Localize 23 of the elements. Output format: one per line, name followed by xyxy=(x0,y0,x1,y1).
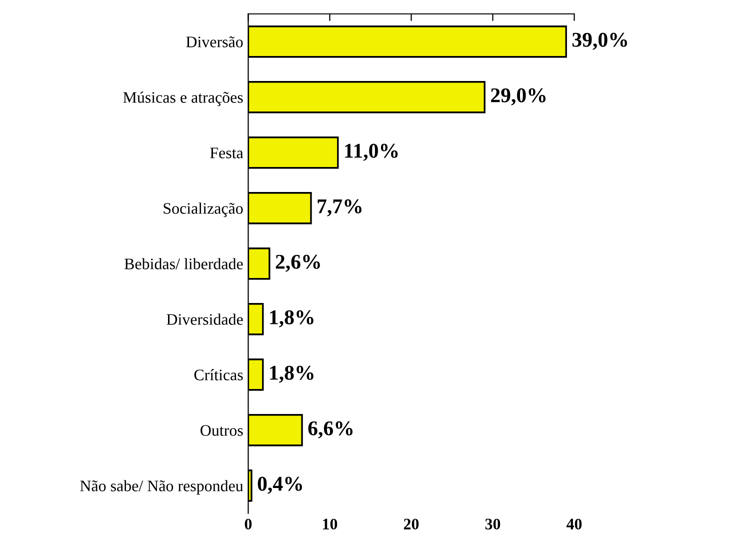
y-tick-label: Diversidade xyxy=(166,314,243,325)
data-label: 39,0% xyxy=(572,32,628,50)
y-tick-label: Diversão xyxy=(186,36,243,48)
data-label: 7,7% xyxy=(318,199,362,216)
y-tick-label: Músicas e atrações xyxy=(123,92,243,106)
x-tick-label: 30 xyxy=(485,518,500,530)
y-tick-label: Outros xyxy=(200,425,243,436)
x-tick-label: 40 xyxy=(566,518,582,530)
data-label: 2,6% xyxy=(276,254,320,272)
y-tick-label: Bebidas/ liberdade xyxy=(124,258,243,270)
data-label: 1,8% xyxy=(270,366,314,383)
y-tick-label: Socialização xyxy=(164,202,243,218)
y-tick-label: Não sabe/ Não respondeu xyxy=(80,480,244,495)
x-tick-label: 10 xyxy=(323,518,338,530)
x-tick-label: 0 xyxy=(244,518,252,530)
x-tick-label: 20 xyxy=(404,518,419,530)
y-tick-label: Festa xyxy=(210,148,244,158)
data-label: 1,8% xyxy=(270,310,314,328)
data-label: 6,6% xyxy=(308,421,353,438)
y-tick-label: Críticas xyxy=(194,369,243,380)
data-label: 11,0% xyxy=(345,144,398,161)
data-label: 29,0% xyxy=(491,88,546,106)
data-label: 0,4% xyxy=(258,476,302,494)
